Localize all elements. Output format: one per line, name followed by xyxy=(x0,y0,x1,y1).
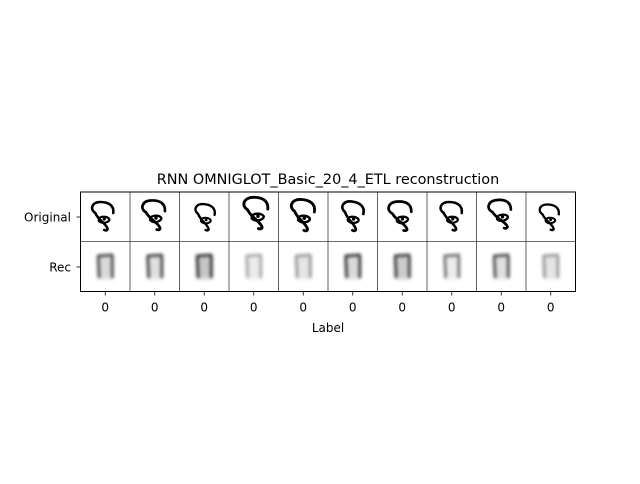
reconstruction-glyph xyxy=(542,253,559,279)
original-glyph xyxy=(341,200,366,233)
reconstruction-glyph xyxy=(146,253,163,279)
reconstruction-glyph xyxy=(394,253,411,279)
cell-dividers xyxy=(80,192,576,292)
original-glyph xyxy=(538,203,561,232)
plot-title: RNN OMNIGLOT_Basic_20_4_ETL reconstructi… xyxy=(157,172,499,188)
xtick-label: 0 xyxy=(349,301,357,315)
original-glyph xyxy=(194,202,217,232)
xtick-label: 0 xyxy=(200,301,208,315)
original-glyph xyxy=(289,197,317,233)
original-row xyxy=(90,195,561,233)
xtick-label: 0 xyxy=(250,301,258,315)
original-glyph xyxy=(439,200,464,232)
x-ticks: 0 0 0 0 0 0 0 0 0 0 xyxy=(101,291,555,315)
xtick-label: 0 xyxy=(299,301,307,315)
row-label-rec: Rec xyxy=(49,261,71,275)
reconstruction-glyph xyxy=(196,253,213,279)
row-label-original: Original xyxy=(24,211,71,225)
reconstruction-glyph xyxy=(443,253,460,279)
reconstruction-glyph xyxy=(344,253,361,279)
xtick-label: 0 xyxy=(398,301,406,315)
x-axis-label: Label xyxy=(312,321,344,335)
xtick-label: 0 xyxy=(151,301,159,315)
reconstruction-glyph xyxy=(245,253,262,279)
original-glyph xyxy=(90,200,115,232)
original-glyph xyxy=(387,200,413,233)
original-glyph xyxy=(242,195,270,231)
xtick-label: 0 xyxy=(497,301,505,315)
xtick-label: 0 xyxy=(101,301,109,315)
xtick-label: 0 xyxy=(547,301,555,315)
reconstruction-glyph xyxy=(97,253,114,279)
reconstruction-row xyxy=(97,253,559,279)
reconstruction-glyph xyxy=(493,253,510,279)
xtick-label: 0 xyxy=(448,301,456,315)
original-glyph xyxy=(487,198,513,230)
original-glyph xyxy=(141,199,167,232)
axes-frame xyxy=(80,191,576,292)
reconstruction-glyph xyxy=(295,253,312,279)
